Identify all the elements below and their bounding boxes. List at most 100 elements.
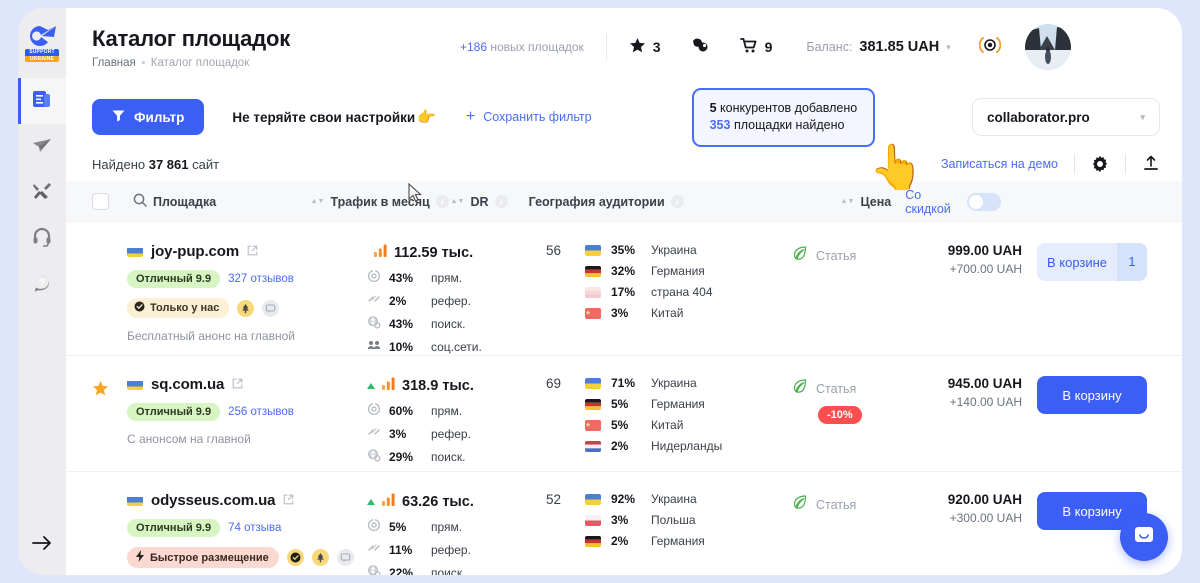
demo-link[interactable]: Записаться на демо [940, 157, 1058, 172]
geo-line: 2% Германия [585, 534, 792, 548]
row-site-name[interactable]: sq.com.ua [127, 376, 367, 393]
traffic-breakdown-line: 10% соц.сети. [367, 338, 507, 355]
save-filter-button[interactable]: + Сохранить фильтр [466, 109, 592, 125]
table-row[interactable]: odysseus.com.ua Отличный 9.9 74 отзыва Б… [66, 472, 1182, 575]
th-traffic[interactable]: ▲▼ Трафик в месяц i [311, 195, 451, 209]
th-traffic-label: Трафик в месяц [330, 194, 430, 209]
domain-select[interactable]: collaborator.pro ▾ [972, 98, 1160, 136]
star-filled-icon[interactable] [92, 381, 109, 401]
info-icon[interactable]: i [494, 195, 508, 209]
reviews-link[interactable]: 327 отзывов [228, 273, 294, 286]
sidebar-item-support[interactable] [18, 216, 66, 262]
th-dr[interactable]: ▲▼ DR i [451, 195, 521, 209]
chat-widget-button[interactable] [1120, 513, 1168, 561]
question-bubble-icon: ? [31, 272, 53, 299]
table-row[interactable]: joy-pup.com Отличный 9.9 327 отзывов Тол… [66, 223, 1182, 357]
save-filter-label: Сохранить фильтр [483, 110, 592, 124]
geo-line: 3% Польша [585, 513, 792, 527]
external-link-icon[interactable] [283, 494, 294, 508]
sidebar-item-help[interactable]: ? [18, 262, 66, 308]
row-dr-cell: 56 [507, 243, 577, 355]
info-icon[interactable]: i [670, 195, 684, 209]
discount-toggle[interactable] [967, 192, 1002, 211]
chat-bubble-icon[interactable] [336, 549, 354, 567]
row-subnote: С анонсом на главной [127, 432, 251, 447]
geo-line: 32% Германия [585, 264, 792, 278]
sidebar-item-campaigns[interactable] [18, 124, 66, 170]
row-dr-cell: 69 [507, 376, 577, 471]
sort-icon: ▲▼ [310, 198, 325, 206]
add-to-cart-button[interactable]: В корзину [1037, 376, 1147, 415]
eye-target-icon[interactable] [978, 34, 1001, 61]
country-flag-icon [585, 398, 601, 410]
title-block: Каталог площадок Главная Каталог площадо… [92, 26, 392, 69]
filter-button[interactable]: Фильтр [92, 99, 205, 135]
sidebar-item-catalog[interactable] [18, 78, 66, 124]
in-cart-button[interactable]: В корзине 1 [1037, 243, 1147, 282]
competitors-callout[interactable]: 5 конкурентов добавлено 353 площадки най… [691, 87, 876, 147]
row-star-cell[interactable] [92, 243, 127, 355]
row-star-cell[interactable] [92, 492, 127, 575]
traffic-source: поиск. [431, 449, 466, 464]
main-area: Каталог площадок Главная Каталог площадо… [66, 8, 1182, 575]
trend-up-icon [367, 383, 375, 390]
projects-indicator[interactable] [691, 37, 710, 57]
row-site-name[interactable]: odysseus.com.ua [127, 492, 367, 509]
external-link-icon[interactable] [247, 245, 258, 259]
balance-block[interactable]: Баланс: 381.85 UAH ▾ [806, 39, 950, 55]
country-flag-icon [585, 244, 601, 256]
geo-line: 3% Китай [585, 306, 792, 320]
row-subnote: Бесплатный анонс на главной [127, 329, 295, 344]
row-domain[interactable]: sq.com.ua [151, 376, 225, 394]
upload-icon[interactable] [1142, 155, 1160, 173]
th-site[interactable]: Площадка [133, 193, 311, 210]
geo-country: Германия [651, 264, 705, 279]
page-title: Каталог площадок [92, 25, 291, 51]
traffic-value: 63.26 тыс. [402, 494, 474, 511]
tree-icon[interactable] [311, 549, 329, 567]
select-all-checkbox[interactable] [92, 193, 109, 211]
price-extra: +300.00 UAH [949, 511, 1022, 526]
chat-bubble-icon[interactable] [262, 299, 280, 317]
cart-indicator[interactable]: 9 [739, 37, 772, 57]
traffic-breakdown-line: 11% рефер. [367, 541, 507, 558]
sidebar-collapse-button[interactable] [18, 515, 66, 575]
geo-country: Китай [651, 306, 684, 321]
reviews-link[interactable]: 256 отзывов [228, 406, 294, 419]
breadcrumb-home[interactable]: Главная [92, 56, 136, 69]
gear-icon[interactable] [1091, 155, 1109, 173]
th-price[interactable]: ▲▼ Цена [841, 195, 892, 209]
th-geo-label: География аудитории [528, 194, 665, 209]
row-domain[interactable]: odysseus.com.ua [151, 492, 276, 510]
check-circle-icon[interactable] [286, 549, 304, 567]
row-star-cell[interactable] [92, 376, 127, 471]
sidebar-item-tools[interactable] [18, 170, 66, 216]
new-sites-notice[interactable]: +186 новых площадок [460, 40, 584, 54]
traffic-value: 318.9 тыс. [402, 378, 474, 395]
sidebar: SUPPORT UKRAINE ? [18, 8, 66, 575]
geo-country: Китай [651, 418, 684, 433]
traffic-pct: 43% [389, 316, 414, 331]
row-domain[interactable]: joy-pup.com [151, 243, 240, 261]
discount-toggle-label: Со скидкой [905, 187, 951, 216]
price-value: 999.00 UAH [947, 243, 1022, 259]
reviews-link[interactable]: 74 отзыва [228, 522, 282, 535]
traffic-source: рефер. [431, 293, 471, 308]
lightning-icon [135, 550, 145, 565]
external-link-icon[interactable] [232, 378, 243, 392]
price-extra: +140.00 UAH [949, 395, 1022, 410]
referral-icon [367, 541, 381, 558]
info-icon[interactable]: i [435, 195, 449, 209]
sites-found-label: площадки найдено [733, 117, 845, 132]
traffic-value: 112.59 тыс. [394, 245, 474, 262]
th-price-label: Цена [860, 194, 892, 209]
table-row[interactable]: sq.com.ua Отличный 9.9 256 отзывов С ано… [66, 356, 1182, 473]
row-site-name[interactable]: joy-pup.com [127, 243, 367, 260]
discount-toggle-wrap[interactable]: Со скидкой [905, 187, 1002, 216]
row-dr-cell: 52 [507, 492, 577, 575]
tree-icon[interactable] [237, 299, 255, 317]
app-logo[interactable]: SUPPORT UKRAINE [24, 22, 60, 64]
favorites-indicator[interactable]: 3 [629, 37, 661, 57]
avatar[interactable] [1024, 24, 1071, 70]
cart-quantity[interactable]: 1 [1117, 243, 1147, 282]
